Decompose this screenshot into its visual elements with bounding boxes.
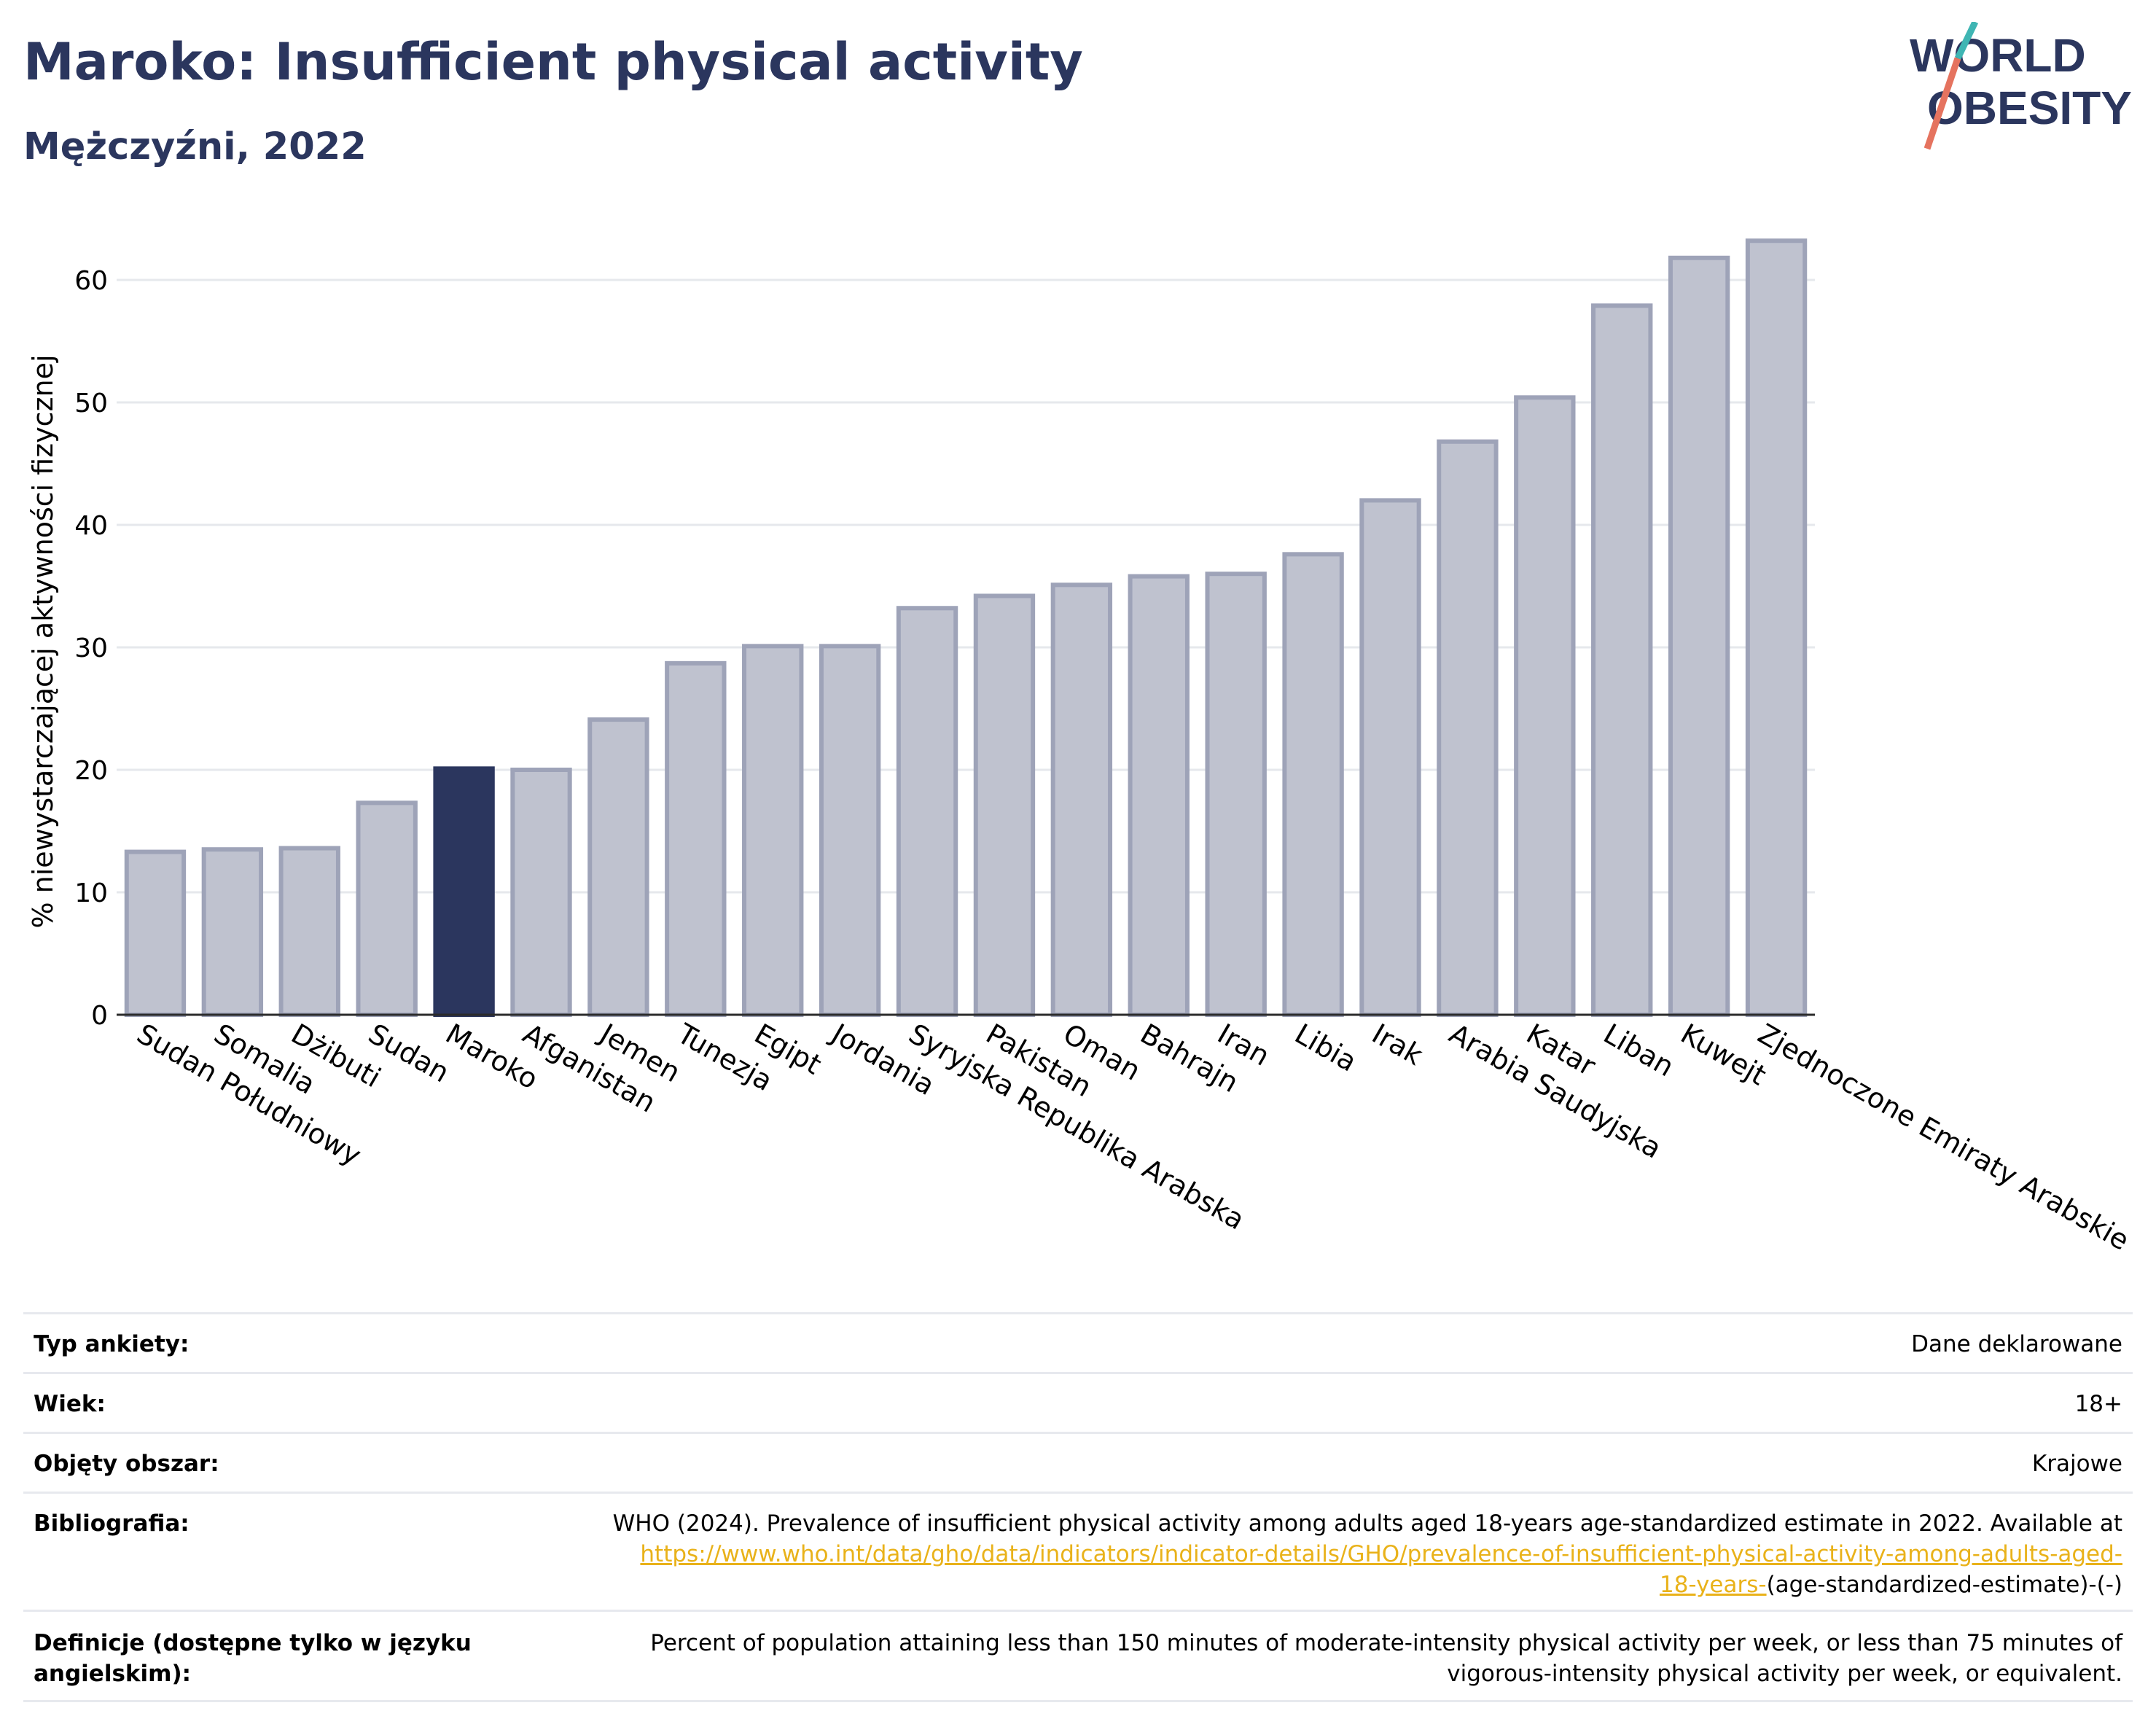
bar-syryjska-republika-arabska <box>896 606 958 1017</box>
definition-line1: Percent of population attaining less tha… <box>650 1630 2122 1656</box>
info-table-bottom-border <box>23 1700 2133 1702</box>
bars <box>124 238 1808 1018</box>
info-row-age: Wiek: 18+ <box>23 1372 2133 1434</box>
bar-afganistan <box>510 768 572 1017</box>
bar-libia <box>1282 552 1344 1017</box>
chart-subtitle: Mężczyźni, 2022 <box>23 125 367 168</box>
x-tick-label: Libia <box>1289 1018 1362 1078</box>
x-tick-label: Zjednoczone Emiraty Arabskie <box>1753 1018 2135 1257</box>
bar-chart: 0 10 20 30 40 50 60 Sudan PołudniowySomaliaDżi… <box>27 238 2135 1257</box>
bibliography-link[interactable]: https://www.who.int/data/gho/data/indica… <box>640 1541 2122 1567</box>
info-value: WHO (2024). Prevalence of insufficient p… <box>613 1508 2122 1600</box>
bar-pakistan <box>973 593 1036 1017</box>
bar-sudan <box>356 800 418 1017</box>
bar-arabia-saudyjska <box>1437 439 1499 1017</box>
bar-jordania <box>819 644 881 1017</box>
bibliography-tail: (age-standardized-estimate)-(-) <box>1766 1572 2122 1598</box>
bar-jemen <box>587 717 649 1017</box>
y-tick-label: 50 <box>74 389 108 418</box>
y-tick-label: 60 <box>74 266 108 296</box>
info-label-line2: angielskim): <box>34 1661 192 1687</box>
info-row-definitions: Definicje (dostępne tylko w języku angie… <box>23 1610 2133 1702</box>
bar-zjednoczone-emiraty-arabskie <box>1745 238 1808 1017</box>
bar-sudan-południowy <box>124 849 187 1018</box>
info-label: Typ ankiety: <box>34 1331 190 1357</box>
info-row-bibliography: Bibliografia: WHO (2024). Prevalence of … <box>23 1492 2133 1612</box>
logo-slash-coral <box>1923 57 1961 150</box>
logo-line1: WORLD <box>1910 29 2086 82</box>
info-row-survey-type: Typ ankiety: Dane deklarowane <box>23 1312 2133 1374</box>
chart-title: Maroko: Insufficient physical activity <box>23 32 1083 92</box>
bar-tunezja <box>665 660 727 1018</box>
bar-iran <box>1205 572 1267 1017</box>
bibliography-text: WHO (2024). Prevalence of insufficient p… <box>612 1510 2122 1537</box>
x-tick-labels: Sudan PołudniowySomaliaDżibutiSudanMarok… <box>131 1017 2134 1257</box>
bar-katar <box>1514 395 1576 1017</box>
y-tick-labels: 0 10 20 30 40 50 60 <box>74 266 108 1031</box>
x-tick-label: Liban <box>1598 1018 1679 1083</box>
info-label: Bibliografia: <box>34 1510 190 1537</box>
info-value: Percent of population attaining less tha… <box>650 1628 2122 1689</box>
bibliography-link-cont[interactable]: 18-years- <box>1659 1572 1767 1598</box>
bar-somalia <box>201 847 264 1017</box>
bar-egipt <box>742 644 804 1017</box>
bar-liban <box>1591 303 1653 1017</box>
definition-line2: vigorous-intensity physical activity per… <box>1447 1661 2122 1687</box>
y-tick-label: 40 <box>74 511 108 541</box>
bar-bahrajn <box>1128 574 1190 1017</box>
y-tick-label: 30 <box>74 633 108 663</box>
bar-kuwejt <box>1668 255 1730 1017</box>
y-tick-label: 20 <box>74 756 108 786</box>
y-tick-label: 0 <box>91 1001 108 1031</box>
info-row-coverage: Objęty obszar: Krajowe <box>23 1432 2133 1494</box>
y-axis-label: % niewystarczającej aktywności fizycznej <box>27 354 59 928</box>
info-value: 18+ <box>2074 1391 2122 1417</box>
bar-dżibuti <box>278 846 340 1018</box>
info-label: Definicje (dostępne tylko w języku angie… <box>34 1628 472 1689</box>
bar-maroko <box>433 766 495 1017</box>
info-label: Objęty obszar: <box>34 1451 219 1477</box>
x-tick-label: Kuwejt <box>1676 1018 1772 1092</box>
logo-line2: OBESITY <box>1927 82 2132 134</box>
x-tick-label: Irak <box>1367 1018 1428 1072</box>
info-value: Krajowe <box>2031 1451 2122 1477</box>
y-tick-label: 10 <box>74 878 108 908</box>
logo-slash-teal <box>1954 22 1979 60</box>
bar-oman <box>1050 582 1113 1017</box>
info-label: Wiek: <box>34 1391 106 1417</box>
world-obesity-logo: WORLD OBESITY <box>1910 22 2132 150</box>
info-label-line1: Definicje (dostępne tylko w języku <box>34 1630 472 1656</box>
bar-irak <box>1359 498 1421 1017</box>
info-value: Dane deklarowane <box>1911 1331 2122 1357</box>
